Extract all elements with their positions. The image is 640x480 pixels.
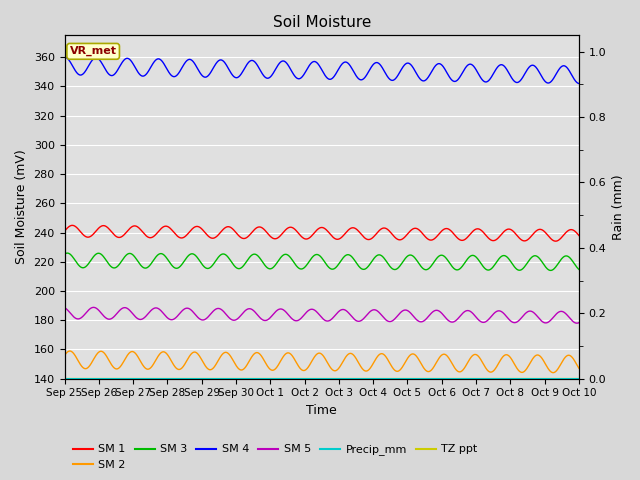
X-axis label: Time: Time	[307, 404, 337, 417]
Legend: SM 1, SM 2, SM 3, SM 4, SM 5, Precip_mm, TZ ppt: SM 1, SM 2, SM 3, SM 4, SM 5, Precip_mm,…	[68, 440, 482, 474]
Y-axis label: Soil Moisture (mV): Soil Moisture (mV)	[15, 150, 28, 264]
Title: Soil Moisture: Soil Moisture	[273, 15, 371, 30]
Y-axis label: Rain (mm): Rain (mm)	[612, 174, 625, 240]
Text: VR_met: VR_met	[70, 46, 116, 57]
